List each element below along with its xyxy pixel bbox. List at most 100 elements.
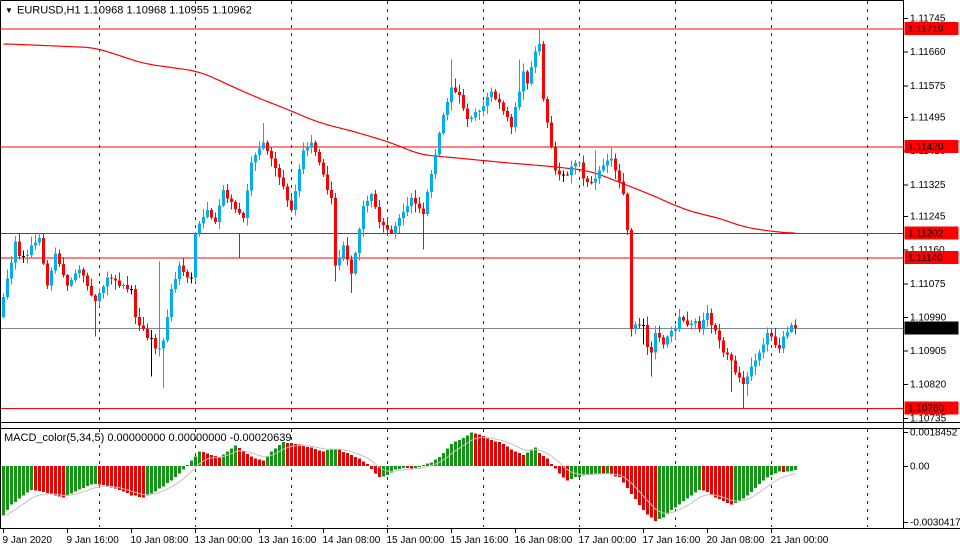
time-tick-label: 20 Jan 08:00 [707,535,765,546]
time-tick-label: 15 Jan 00:00 [387,535,445,546]
macd-bar [290,442,293,466]
time-tick-label: 21 Jan 00:00 [771,535,829,546]
price-badge [904,251,959,265]
candle-body [714,324,717,331]
macd-axis: 0.0018452 0.00 -0.0030417 [904,428,960,529]
candle-body [526,71,529,84]
candle-body [178,265,181,279]
candle-body [86,275,89,286]
macd-bar [42,466,45,492]
candle-body [246,190,249,218]
candle-body [566,174,569,176]
candle-body [678,316,681,329]
candle-body [498,98,501,103]
candle-body [150,337,153,339]
candle-body [130,289,133,291]
macd-bar [738,466,741,501]
macd-bar [58,466,61,497]
macd-bar [130,466,133,496]
macd-bar [758,466,761,484]
candle-body [506,111,509,117]
time-axis[interactable]: 9 Jan 2020 9 Jan 16:00 10 Jan 08:00 13 Jan … [3,529,829,546]
candle-body [230,198,233,203]
macd-bar [298,444,301,466]
candle-body [582,162,585,179]
macd-pane[interactable]: MACD_color(5,34,5) 0.00000000 0.00000000… [2,429,868,527]
macd-bar [82,466,85,489]
candle-body [318,152,321,163]
candle-body [190,277,193,279]
macd-bar [70,466,73,494]
candle-body [570,166,573,175]
candle-body [446,101,449,116]
macd-bar [666,466,669,515]
candle-body [694,320,697,324]
price-badge [904,21,959,35]
macd-bar [190,460,193,466]
candle-body [202,217,205,224]
macd-bar [562,466,565,478]
candle-body [98,293,101,302]
candle-body [110,277,113,279]
candle-body [142,325,145,329]
candle-body [554,146,557,171]
macd-bar [766,466,769,478]
candle-body [310,142,313,147]
macd-bar [34,466,37,491]
price-tick-label: 1.10905 [910,346,947,357]
price-tick-label: 1.10820 [910,380,947,391]
candle-body [10,262,13,279]
macd-bar [706,466,709,492]
candle-body [302,150,305,170]
macd-bar [390,466,393,473]
symbol-dropdown-icon[interactable]: ▼ [5,6,13,15]
macd-bar [746,466,749,496]
macd-bar [794,466,797,470]
day-gridlines [99,1,868,422]
candle-body [470,117,473,119]
candle-body [282,177,285,187]
candle-body [550,122,553,147]
candle-body [350,259,353,274]
candle-body [650,347,653,353]
candle-body [438,133,441,155]
macd-bar [690,466,693,496]
macd-bar [198,451,201,466]
candle-body [258,148,261,156]
macd-bar [194,456,197,466]
candle-body [626,194,629,230]
main-pane[interactable]: ▼ EURUSD,H1 1.10968 1.10968 1.10955 1.10… [0,1,903,422]
candle-body [434,154,437,174]
moving-average-line[interactable] [3,43,796,234]
candle-body [642,324,645,326]
macd-bar [214,455,217,466]
candle-body [690,323,693,325]
candle-body [486,97,489,106]
macd-tick-label: -0.0030417 [910,518,960,529]
macd-bar [554,466,557,469]
macd-bar [674,466,677,508]
candle-body [562,174,565,176]
candle-body [286,186,289,201]
candle-body [618,170,621,182]
macd-bar [106,466,109,487]
candle-body [54,253,57,271]
macd-bar [170,466,173,481]
price-axis[interactable]: 1.117451.116601.115751.114951.114101.113… [904,14,959,425]
macd-bar [434,459,437,466]
candle-body [378,207,381,222]
macd-bar [158,466,161,489]
macd-bar [478,434,481,466]
candle-body [226,190,229,199]
macd-bar [114,466,117,489]
macd-bar [150,466,153,494]
macd-tick-label: 0.0018452 [910,428,958,439]
horizontal-level-lines[interactable] [0,28,903,409]
macd-bar [274,448,277,466]
macd-bar [438,456,441,466]
candle-body [466,108,469,119]
macd-bar [414,466,417,468]
macd-bar [338,449,341,466]
candle-body [406,206,409,213]
